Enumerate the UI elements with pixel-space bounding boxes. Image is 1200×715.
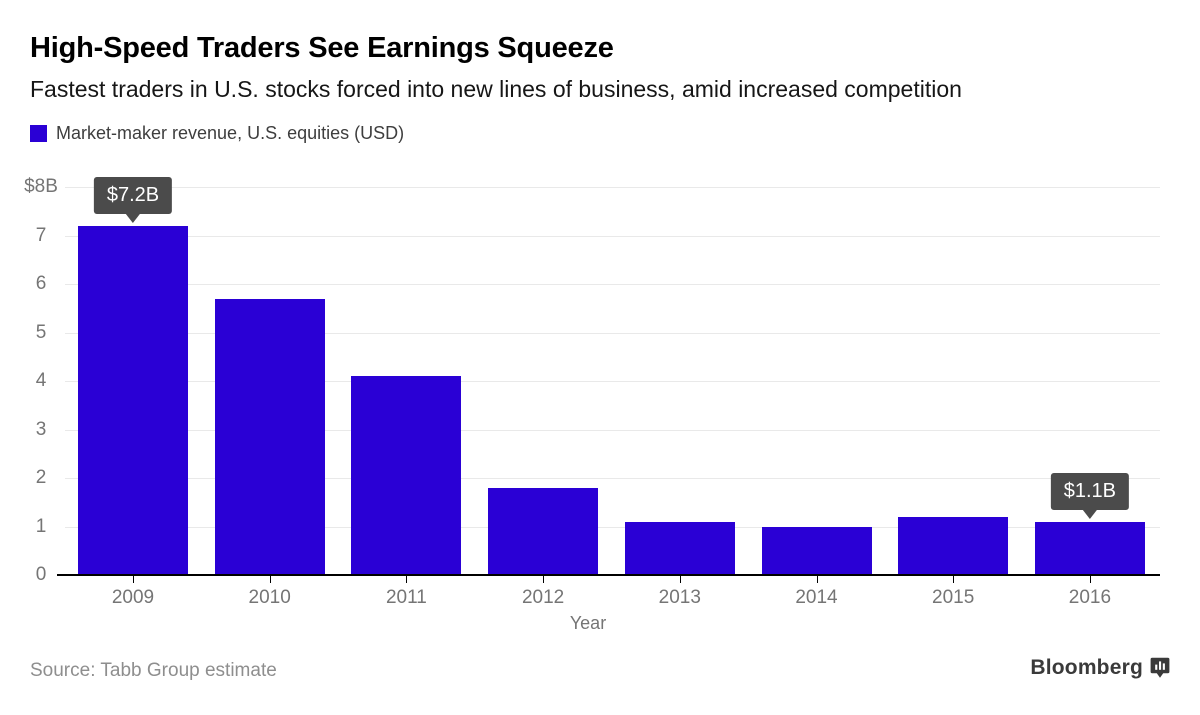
x-axis-tick (953, 576, 955, 583)
x-axis-tick (543, 576, 545, 583)
x-axis-tick (679, 576, 681, 583)
x-axis-tick (1089, 576, 1091, 583)
bar-2011 (351, 376, 462, 575)
x-axis-tick (816, 576, 818, 583)
x-axis-baseline (57, 574, 1160, 576)
annotation-callout: $7.2B (93, 176, 173, 214)
x-axis-tick-label: 2013 (658, 587, 701, 608)
y-gridline (65, 381, 1160, 382)
x-axis-tick-label: 2016 (1068, 587, 1112, 608)
annotation-callout: $1.1B (1050, 472, 1130, 510)
y-axis-tick-label: 3 (35, 418, 47, 440)
bar-2014 (761, 526, 872, 575)
y-gridline (65, 235, 1160, 237)
bar-2012 (488, 487, 599, 575)
x-axis-tick-label: 2014 (795, 587, 838, 608)
x-axis-tick-label: 2012 (521, 587, 565, 608)
y-axis-tick-label: 4 (35, 370, 47, 391)
bloomberg-mark-icon (1150, 657, 1170, 678)
chart-title: High-Speed Traders See Earnings Squeeze (30, 32, 614, 64)
bar-2013 (624, 521, 735, 575)
y-axis-tick-label: 0 (35, 564, 47, 585)
x-axis-tick-label: 2015 (932, 587, 975, 608)
y-axis-tick-label: 2 (35, 467, 47, 488)
y-axis-tick-label: 1 (35, 515, 47, 537)
y-gridline (65, 284, 1160, 285)
legend-label: Market-maker revenue, U.S. equities (USD… (56, 123, 405, 143)
x-axis-tick-label: 2011 (385, 587, 427, 608)
legend: Market-maker revenue, U.S. equities (USD… (30, 123, 404, 144)
x-axis-tick (269, 576, 271, 583)
x-axis-tick-label: 2009 (111, 587, 155, 608)
x-axis-tick (133, 576, 134, 583)
y-gridline (65, 187, 1160, 188)
legend-swatch-icon (30, 125, 47, 142)
x-axis-title: Year (569, 613, 607, 633)
bloomberg-wordmark: Bloomberg (1030, 656, 1143, 679)
bar-2016 (1034, 521, 1145, 575)
y-axis-tick-label: 5 (35, 321, 47, 343)
y-gridline (65, 478, 1160, 479)
y-axis-tick-label: $8B (24, 176, 58, 197)
y-gridline (65, 429, 1160, 431)
y-axis-tick-label: 6 (35, 273, 47, 294)
source-note: Source: Tabb Group estimate (30, 660, 277, 681)
x-axis-tick (406, 576, 408, 583)
bloomberg-logo: Bloomberg (1030, 656, 1170, 680)
bar-2010 (214, 298, 325, 575)
bar-2009 (78, 225, 188, 575)
y-gridline (65, 332, 1160, 334)
bar-2015 (898, 516, 1009, 575)
y-axis-tick-label: 7 (35, 224, 47, 246)
y-gridline (65, 526, 1160, 528)
x-axis-tick-label: 2010 (248, 587, 291, 608)
chart-subtitle: Fastest traders in U.S. stocks forced in… (30, 76, 962, 102)
